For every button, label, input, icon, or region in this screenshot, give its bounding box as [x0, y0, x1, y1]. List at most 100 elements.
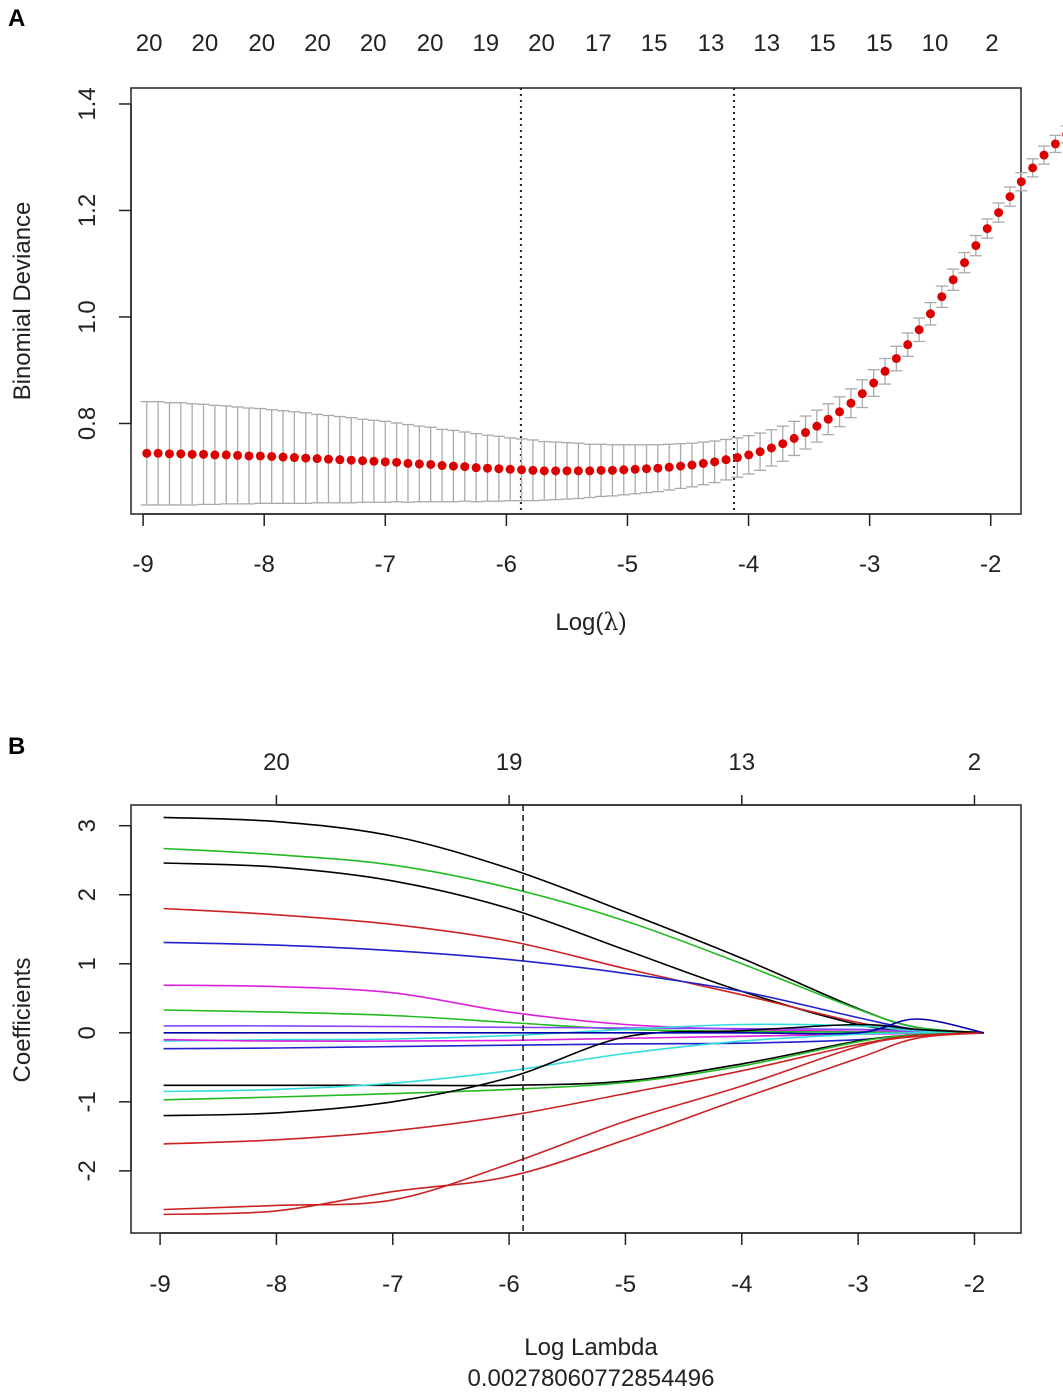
panel-b-series	[163, 816, 984, 1216]
cv-point-56	[766, 443, 776, 453]
panel-a-y-axis-title: Binomial Deviance	[9, 202, 36, 401]
panel-a-x-title-close: )	[619, 609, 627, 636]
panel-b-x-tick-label-2: -8	[266, 1271, 287, 1298]
panel-a-y-tick-label-3: 1.2	[74, 194, 101, 227]
cv-point-1	[142, 448, 152, 458]
panel-a-top-count-11: 13	[698, 30, 725, 57]
panel-a-x-tick-label-4: -6	[496, 551, 517, 578]
panel-a-top-axis: 20 20 20 20 20 20 19 20 17 15 13 13 15 15 10 2	[136, 30, 999, 57]
cv-point-55	[755, 447, 765, 457]
cv-point-17	[323, 454, 333, 464]
panel-b-top-count-2: 19	[496, 749, 523, 776]
panel-a-top-count-2: 20	[192, 30, 219, 57]
cv-point-81	[1050, 139, 1060, 149]
cv-point-48	[676, 461, 686, 471]
cv-point-12	[267, 451, 277, 461]
cv-point-44	[630, 464, 640, 474]
cv-point-43	[619, 465, 629, 475]
panel-b-x-tick-label-1: -9	[149, 1271, 170, 1298]
cv-point-46	[653, 463, 663, 473]
panel-a-top-count-14: 15	[866, 30, 893, 57]
cv-point-35	[528, 465, 538, 475]
cv-point-47	[664, 462, 674, 472]
cv-point-31	[482, 463, 492, 473]
cv-point-23	[392, 457, 402, 467]
cv-point-18	[335, 455, 345, 465]
panel-b-y-axis-title: Coefficients	[9, 958, 36, 1083]
panel-a: A -9 -8 -7 -6 -5 -4 -3 -2 0.81.01.21.4 20 20 20 20…	[8, 5, 1063, 636]
coef-path-3	[163, 862, 984, 1034]
panel-a-x-tick-label-7: -3	[859, 551, 880, 578]
cv-point-26	[426, 459, 436, 469]
cv-point-22	[380, 457, 390, 467]
cv-point-21	[369, 456, 379, 466]
panel-b-top-count-3: 13	[728, 749, 755, 776]
cv-point-72	[948, 275, 958, 285]
cv-point-73	[960, 258, 970, 268]
coef-path-5	[163, 941, 984, 1034]
coef-path-8	[163, 1025, 984, 1034]
cv-point-68	[903, 340, 913, 350]
panel-a-x-tick-label-6: -4	[738, 551, 759, 578]
panel-b-x-axis-title: Log Lambda	[524, 1334, 658, 1361]
panel-b-y-tick-label-5: 2	[74, 888, 101, 901]
cv-point-57	[778, 439, 788, 449]
cv-point-63	[846, 398, 856, 408]
panel-b-x-axis: -9 -8 -7 -6 -5 -4 -3 -2	[149, 1232, 985, 1298]
cv-point-45	[641, 464, 651, 474]
panel-a-top-count-8: 20	[528, 30, 555, 57]
panel-b-y-tick-label-6: 3	[74, 819, 101, 832]
cv-point-67	[891, 354, 901, 364]
cv-point-52	[721, 455, 731, 465]
cv-point-3	[164, 449, 174, 459]
cv-point-78	[1016, 177, 1026, 187]
panel-b-y-tick-label-1: -2	[74, 1160, 101, 1181]
panel-a-top-count-5: 20	[360, 30, 387, 57]
cv-point-33	[505, 464, 515, 474]
panel-b-top-count-4: 2	[968, 749, 981, 776]
panel-a-y-axis: 0.8 1.0 1.2 1.4	[74, 87, 132, 440]
cv-point-2	[153, 448, 163, 458]
cv-point-30	[471, 463, 481, 473]
coef-path-4	[163, 907, 984, 1034]
panel-b-label: B	[8, 733, 25, 760]
panel-a-top-count-10: 15	[641, 30, 668, 57]
panel-a-x-axis: -9 -8 -7 -6 -5 -4 -3 -2	[132, 513, 1001, 578]
panel-a-y-tick-label-4: 1.4	[74, 87, 101, 120]
panel-b-x-tick-label-6: -4	[731, 1271, 752, 1298]
panel-b: B -9 -8 -7 -6 -5 -4 -3 -2 -2 -1 0 1 2 3 20 19 13 2 Log …	[8, 733, 1022, 1392]
panel-a-errorbars	[140, 125, 1063, 506]
cv-point-15	[301, 453, 311, 463]
cv-point-58	[789, 433, 799, 443]
cv-point-79	[1028, 163, 1038, 173]
panel-a-top-count-7: 19	[472, 30, 499, 57]
cv-point-8	[221, 450, 231, 460]
panel-a-top-count-3: 20	[248, 30, 275, 57]
panel-a-top-count-16: 2	[985, 30, 998, 57]
cv-point-69	[914, 325, 924, 335]
panel-b-y-tick-label-2: -1	[74, 1091, 101, 1112]
cv-point-28	[448, 461, 458, 471]
panel-b-x-tick-label-7: -3	[847, 1271, 868, 1298]
panel-b-subtitle: 0.00278060772854496	[468, 1365, 715, 1392]
cv-point-6	[199, 449, 209, 459]
coef-path-19	[163, 1018, 984, 1035]
panel-b-plot-frame	[130, 804, 1022, 1234]
cv-point-36	[539, 466, 549, 476]
panel-a-x-title-main: Log(	[555, 609, 603, 636]
cv-point-80	[1039, 150, 1049, 160]
panel-a-label: A	[8, 5, 25, 32]
cv-point-64	[857, 389, 867, 399]
cv-point-16	[312, 454, 322, 464]
cv-point-51	[710, 457, 720, 467]
panel-b-x-tick-label-3: -7	[382, 1271, 403, 1298]
cv-point-41	[596, 465, 606, 475]
panel-a-top-count-1: 20	[136, 30, 163, 57]
panel-a-top-count-13: 15	[809, 30, 836, 57]
cv-point-40	[585, 466, 595, 476]
cv-point-77	[1005, 192, 1015, 202]
coef-path-2	[163, 847, 984, 1034]
panel-b-y-axis: -2 -1 0 1 2 3	[74, 819, 132, 1182]
coef-path-15	[163, 1023, 984, 1117]
